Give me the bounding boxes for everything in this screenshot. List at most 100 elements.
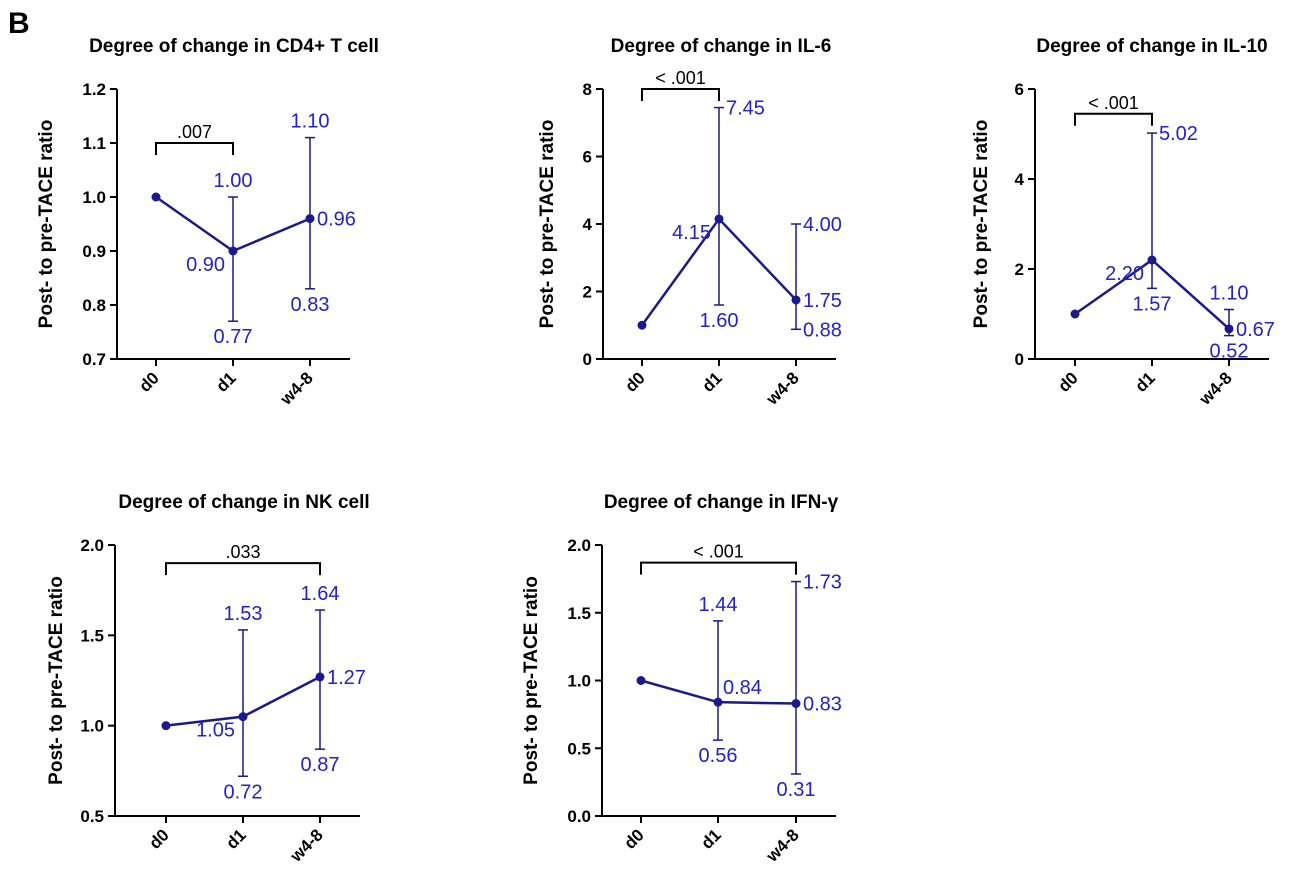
x-tick-label: d1 — [212, 368, 239, 395]
chart-title: Degree of change in IL-6 — [611, 36, 832, 57]
y-axis-label: Post- to pre-TACE ratio — [537, 120, 558, 329]
data-point — [713, 697, 723, 707]
significance-bracket — [641, 88, 720, 101]
data-label: 1.60 — [700, 310, 739, 332]
x-tick-label: d1 — [222, 825, 249, 852]
p-value-label: < .001 — [655, 68, 706, 88]
data-point — [1224, 324, 1234, 334]
data-label: 1.64 — [301, 583, 340, 605]
y-tick-label: 0 — [1015, 350, 1024, 369]
data-point — [714, 214, 724, 224]
data-point — [1147, 255, 1157, 265]
y-tick-label: 1.5 — [567, 604, 591, 623]
y-tick-label: 2 — [1015, 260, 1024, 279]
data-label: 0.56 — [699, 745, 738, 767]
x-tick-label: w4-8 — [276, 368, 317, 409]
data-label: 1.10 — [291, 111, 330, 133]
data-label: 4.00 — [803, 214, 842, 236]
y-tick-label: 1.0 — [82, 188, 106, 207]
y-tick-label: 1.5 — [80, 626, 104, 645]
data-label: 1.27 — [327, 667, 366, 689]
data-point — [315, 672, 325, 682]
data-label: 1.53 — [224, 603, 263, 625]
y-tick-label: 6 — [1015, 80, 1024, 99]
y-tick-label: 2 — [583, 283, 592, 302]
data-label: 2.20 — [1105, 263, 1144, 285]
data-point — [1070, 309, 1080, 319]
y-axis-label: Post- to pre-TACE ratio — [521, 576, 542, 785]
data-label: 0.31 — [777, 779, 816, 801]
chart-title: Degree of change in IL-10 — [1036, 36, 1267, 57]
y-tick-label: 0.9 — [82, 242, 106, 261]
significance-bracket — [640, 561, 797, 575]
x-tick-label: w4-8 — [286, 825, 327, 866]
y-axis-label: Post- to pre-TACE ratio — [36, 120, 57, 329]
y-tick-label: 0.7 — [82, 350, 106, 369]
y-tick-label: 0.0 — [567, 807, 591, 826]
x-tick-label: d1 — [697, 825, 724, 852]
data-label: 0.87 — [301, 754, 340, 776]
y-tick-label: 4 — [1015, 170, 1025, 189]
y-tick-label: 0.5 — [567, 739, 591, 758]
data-point — [791, 699, 801, 709]
p-value-label: .033 — [225, 542, 260, 562]
chart-title: Degree of change in CD4+ T cell — [89, 36, 379, 57]
data-label: 1.57 — [1133, 293, 1172, 315]
data-label: 0.90 — [186, 254, 225, 276]
data-point — [238, 712, 248, 722]
data-label: 1.73 — [803, 572, 842, 594]
chart-panel-5: Degree of change in IFN-γ Post- to pre-TA… — [521, 492, 842, 866]
data-point — [161, 721, 171, 731]
y-tick-label: 0.5 — [80, 807, 104, 826]
data-label: 0.67 — [1236, 319, 1275, 341]
chart-panel-2: Degree of change in IL-6 Post- to pre-TAC… — [537, 36, 842, 409]
data-point — [637, 320, 647, 330]
x-tick-label: w4-8 — [762, 825, 803, 866]
data-label: 1.10 — [1210, 283, 1249, 305]
data-label: 0.96 — [317, 209, 356, 231]
chart-panel-3: Degree of change in IL-10 Post- to pre-TA… — [971, 36, 1275, 409]
p-value-label: < .001 — [1088, 93, 1139, 113]
y-tick-label: 4 — [583, 215, 593, 234]
y-tick-label: 6 — [583, 148, 592, 167]
data-label: 4.15 — [672, 222, 711, 244]
y-tick-label: 8 — [583, 80, 592, 99]
chart-panel-1: Degree of change in CD4+ T cell Post- to … — [36, 36, 379, 409]
data-label: 0.83 — [803, 694, 842, 716]
x-tick-label: d1 — [1131, 368, 1158, 395]
data-label: 0.88 — [803, 319, 842, 341]
p-value-label: .007 — [177, 122, 212, 142]
y-tick-label: 2.0 — [567, 536, 591, 555]
data-label: 1.00 — [214, 170, 253, 192]
significance-bracket — [1074, 112, 1153, 126]
x-tick-label: d0 — [620, 825, 647, 852]
y-tick-label: 1.0 — [80, 717, 104, 736]
y-tick-label: 1.1 — [82, 134, 106, 153]
p-value-label: < .001 — [693, 542, 744, 562]
data-point — [228, 246, 238, 256]
data-label: 1.44 — [699, 594, 738, 616]
y-axis-label: Post- to pre-TACE ratio — [46, 576, 67, 785]
y-tick-label: 0.8 — [82, 296, 106, 315]
data-label: 7.45 — [726, 98, 765, 120]
significance-bracket — [155, 142, 234, 155]
x-tick-label: d1 — [698, 368, 725, 395]
chart-title: Degree of change in IFN-γ — [604, 492, 839, 513]
data-label: 0.72 — [224, 781, 263, 803]
y-axis-label: Post- to pre-TACE ratio — [971, 120, 992, 329]
data-label: 0.77 — [214, 326, 253, 348]
significance-bracket — [165, 562, 321, 576]
data-label: 0.52 — [1210, 341, 1249, 363]
data-label: 5.02 — [1159, 123, 1198, 145]
x-tick-label: w4-8 — [1195, 368, 1236, 409]
x-tick-label: w4-8 — [762, 368, 803, 409]
data-point — [636, 676, 646, 685]
data-label: 1.05 — [196, 720, 235, 742]
data-point — [151, 192, 161, 202]
x-tick-label: d0 — [1054, 368, 1081, 395]
y-tick-label: 0 — [583, 350, 592, 369]
data-point — [305, 214, 315, 224]
y-tick-label: 1.0 — [567, 672, 591, 691]
y-tick-label: 1.2 — [82, 80, 106, 99]
